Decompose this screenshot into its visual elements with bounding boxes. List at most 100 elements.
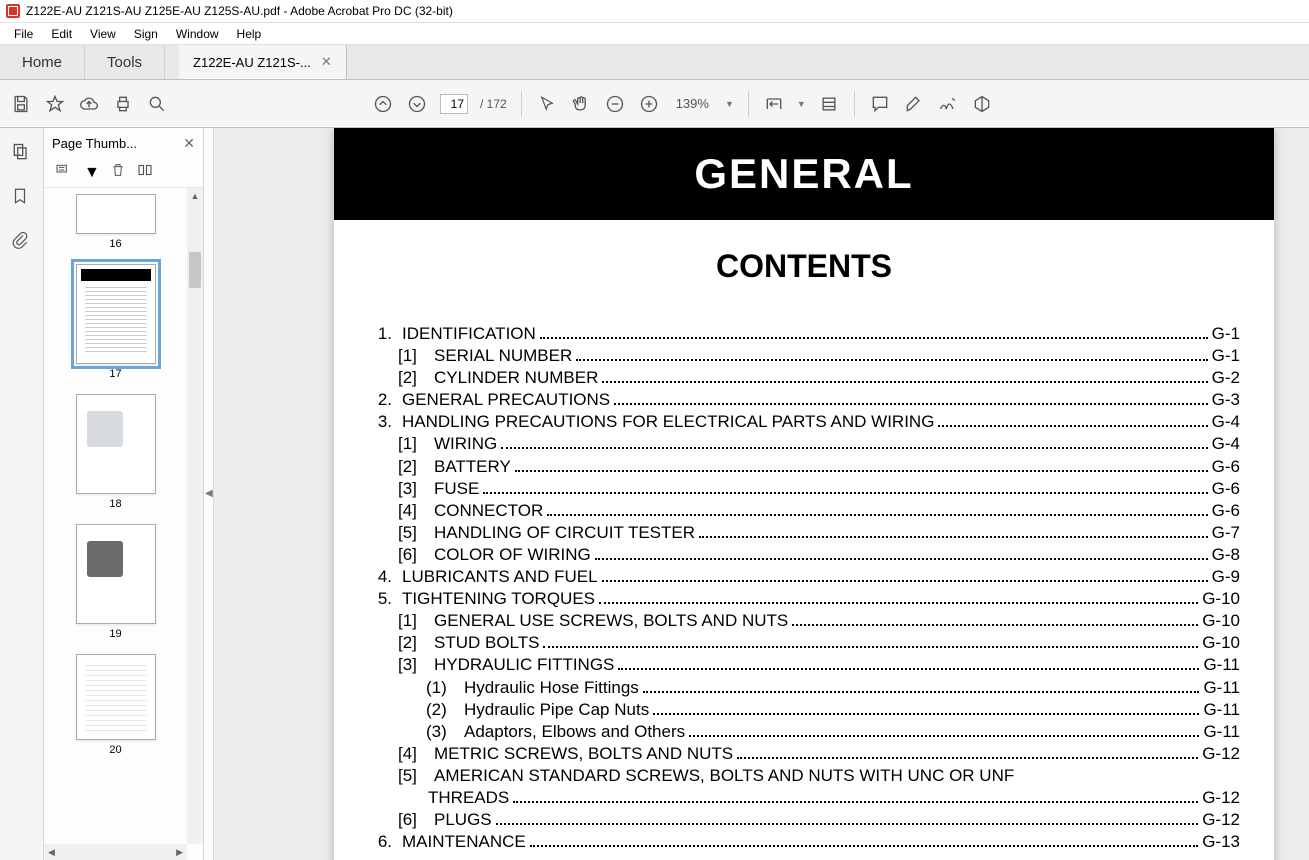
comment-icon[interactable] bbox=[869, 93, 891, 115]
thumbnail-page[interactable] bbox=[76, 194, 156, 234]
page-down-icon[interactable] bbox=[406, 93, 428, 115]
toc-leader bbox=[483, 492, 1207, 494]
toc-number: [1] bbox=[398, 610, 426, 632]
toc-leader bbox=[602, 580, 1208, 582]
rotate-icon[interactable] bbox=[136, 161, 154, 184]
toc-page: G-6 bbox=[1212, 500, 1240, 522]
toc-row: [1]SERIAL NUMBERG-1 bbox=[368, 345, 1240, 367]
toc-leader bbox=[643, 691, 1200, 693]
close-icon[interactable]: ✕ bbox=[321, 54, 332, 70]
thumbnail-item[interactable]: 19 bbox=[44, 524, 187, 640]
toolbar: / 172 139% ▼ ▼ bbox=[0, 80, 1309, 128]
toc-page: G-9 bbox=[1212, 566, 1240, 588]
toc-leader bbox=[699, 536, 1208, 538]
toc-number: [2] bbox=[398, 456, 426, 478]
menu-sign[interactable]: Sign bbox=[126, 25, 166, 43]
scrollbar-horizontal[interactable]: ◀ ▶ bbox=[44, 844, 187, 860]
chevron-down-icon[interactable]: ▼ bbox=[725, 99, 734, 109]
toc-row: [2]STUD BOLTSG-10 bbox=[368, 632, 1240, 654]
thumbnail-page[interactable] bbox=[76, 654, 156, 740]
close-icon[interactable]: ✕ bbox=[183, 135, 195, 152]
menu-help[interactable]: Help bbox=[229, 25, 270, 43]
toc-text: GENERAL PRECAUTIONS bbox=[402, 389, 610, 411]
toc-number: 2. bbox=[368, 389, 392, 411]
thumbnail-item[interactable]: 17 bbox=[44, 264, 187, 380]
toc-text: STUD BOLTS bbox=[434, 632, 539, 654]
toc-leader bbox=[792, 624, 1198, 626]
thumbnail-item[interactable]: 20 bbox=[44, 654, 187, 756]
toc-row: 2.GENERAL PRECAUTIONSG-3 bbox=[368, 389, 1240, 411]
menu-window[interactable]: Window bbox=[168, 25, 227, 43]
toc-text: HANDLING PRECAUTIONS FOR ELECTRICAL PART… bbox=[402, 411, 934, 433]
stamp-icon[interactable] bbox=[971, 93, 993, 115]
toc-leader bbox=[595, 558, 1208, 560]
toc-number: [2] bbox=[398, 632, 426, 654]
page-number-input[interactable] bbox=[440, 94, 468, 114]
print-icon[interactable] bbox=[112, 93, 134, 115]
thumbnail-item[interactable]: 16 bbox=[44, 194, 187, 250]
thumbnails-icon[interactable] bbox=[11, 142, 33, 164]
sign-icon[interactable] bbox=[937, 93, 959, 115]
scroll-up-icon[interactable]: ▲ bbox=[187, 188, 203, 204]
zoom-value[interactable]: 139% bbox=[672, 96, 713, 111]
menu-view[interactable]: View bbox=[82, 25, 124, 43]
menu-edit[interactable]: Edit bbox=[43, 25, 80, 43]
highlight-icon[interactable] bbox=[903, 93, 925, 115]
thumbnail-page[interactable] bbox=[76, 394, 156, 494]
thumbnails-toolbar: ▼ bbox=[44, 158, 203, 188]
toc-page: G-2 bbox=[1212, 367, 1240, 389]
document-viewport[interactable]: GENERAL CONTENTS 1.IDENTIFICATIONG-1[1]S… bbox=[214, 128, 1309, 860]
chevron-down-icon[interactable]: ▼ bbox=[797, 99, 806, 109]
toc-text: SERIAL NUMBER bbox=[434, 345, 572, 367]
toc-text: GENERAL USE SCREWS, BOLTS AND NUTS bbox=[434, 610, 788, 632]
tabbar: Home Tools Z122E-AU Z121S-... ✕ bbox=[0, 45, 1309, 80]
zoom-in-icon[interactable] bbox=[638, 93, 660, 115]
toc-row: [5]AMERICAN STANDARD SCREWS, BOLTS AND N… bbox=[368, 765, 1240, 787]
toc-row: [2]BATTERYG-6 bbox=[368, 456, 1240, 478]
select-tool-icon[interactable] bbox=[536, 93, 558, 115]
thumbnail-page[interactable] bbox=[76, 264, 156, 364]
thumbnails-title: Page Thumb... bbox=[52, 136, 137, 151]
chevron-down-icon[interactable]: ▼ bbox=[84, 164, 100, 182]
scrollbar-vertical[interactable]: ▲ bbox=[187, 188, 203, 844]
toc-page: G-10 bbox=[1202, 610, 1240, 632]
attachment-icon[interactable] bbox=[11, 230, 33, 252]
fit-width-icon[interactable] bbox=[763, 93, 785, 115]
bookmark-icon[interactable] bbox=[11, 186, 33, 208]
thumbnail-item[interactable]: 18 bbox=[44, 394, 187, 510]
toc-row: [6]PLUGSG-12 bbox=[368, 809, 1240, 831]
zoom-out-icon[interactable] bbox=[604, 93, 626, 115]
trash-icon[interactable] bbox=[110, 161, 126, 184]
scroll-left-icon[interactable]: ◀ bbox=[48, 847, 55, 858]
toc-text: IDENTIFICATION bbox=[402, 323, 536, 345]
star-icon[interactable] bbox=[44, 93, 66, 115]
page-display-icon[interactable] bbox=[818, 93, 840, 115]
toc-text: PLUGS bbox=[434, 809, 492, 831]
save-icon[interactable] bbox=[10, 93, 32, 115]
cloud-upload-icon[interactable] bbox=[78, 93, 100, 115]
tab-document[interactable]: Z122E-AU Z121S-... ✕ bbox=[179, 45, 347, 79]
page-up-icon[interactable] bbox=[372, 93, 394, 115]
toc-text: Hydraulic Hose Fittings bbox=[464, 677, 639, 699]
toc-page: G-6 bbox=[1212, 478, 1240, 500]
thumbnail-page[interactable] bbox=[76, 524, 156, 624]
contents-heading: CONTENTS bbox=[334, 248, 1274, 285]
hand-tool-icon[interactable] bbox=[570, 93, 592, 115]
menu-file[interactable]: File bbox=[6, 25, 41, 43]
toc-leader bbox=[599, 602, 1198, 604]
toc-leader bbox=[515, 470, 1208, 472]
scroll-right-icon[interactable]: ▶ bbox=[176, 847, 183, 858]
scrollbar-thumb[interactable] bbox=[189, 252, 201, 288]
toc-page: G-1 bbox=[1212, 323, 1240, 345]
toc-leader bbox=[689, 735, 1199, 737]
toc-number: 3. bbox=[368, 411, 392, 433]
main-area: Page Thumb... ✕ ▼ 16 17 18 19 20 ▲ ◀ ▶ ◀ GEN… bbox=[0, 128, 1309, 860]
toc-page: G-13 bbox=[1202, 831, 1240, 853]
tab-tools[interactable]: Tools bbox=[85, 45, 165, 79]
toc-page: G-10 bbox=[1202, 588, 1240, 610]
tab-home[interactable]: Home bbox=[0, 45, 85, 79]
search-icon[interactable] bbox=[146, 93, 168, 115]
panel-collapse-handle[interactable]: ◀ bbox=[204, 128, 214, 860]
toc-text: METRIC SCREWS, BOLTS AND NUTS bbox=[434, 743, 733, 765]
options-icon[interactable] bbox=[52, 162, 74, 183]
